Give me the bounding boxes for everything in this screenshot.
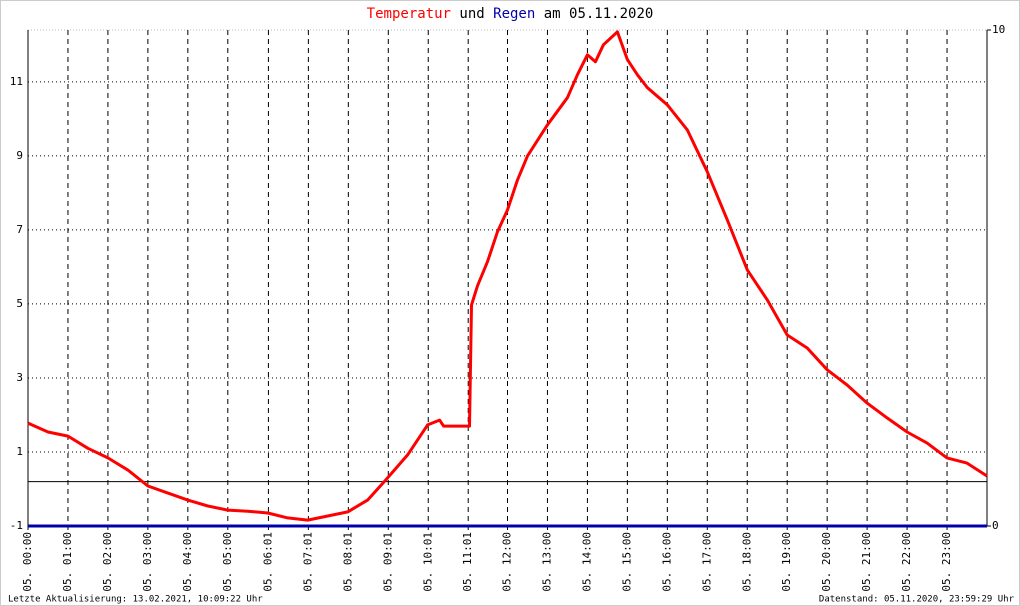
x-tick-label: 05. 23:00 bbox=[940, 532, 953, 592]
y2-tick-label: 10 bbox=[992, 23, 1005, 36]
x-tick-label: 05. 13:00 bbox=[540, 532, 553, 592]
footer-data-state: Datenstand: 05.11.2020, 23:59:29 Uhr bbox=[819, 595, 1015, 605]
x-tick-label: 05. 21:00 bbox=[860, 532, 873, 592]
title-date: am 05.11.2020 bbox=[544, 6, 654, 22]
x-tick-label: 05. 16:00 bbox=[660, 532, 673, 592]
x-tick-label: 05. 08:01 bbox=[341, 532, 354, 592]
footer-updated: Letzte Aktualisierung: 13.02.2021, 10:09… bbox=[8, 595, 263, 605]
series-line bbox=[27, 30, 988, 522]
y-tick-label: 5 bbox=[16, 297, 23, 310]
x-tick-label: 05. 05:00 bbox=[221, 532, 234, 592]
y-tick-label: 11 bbox=[10, 75, 23, 88]
x-tick-label: 05. 17:00 bbox=[700, 532, 713, 592]
y-tick-label: 9 bbox=[16, 149, 23, 162]
x-tick-label: 05. 00:00 bbox=[21, 532, 34, 592]
x-tick-label: 05. 03:00 bbox=[141, 532, 154, 592]
x-tick-label: 05. 04:00 bbox=[181, 532, 194, 592]
y-tick-label: 3 bbox=[16, 371, 23, 384]
x-tick-label: 05. 01:00 bbox=[61, 532, 74, 592]
x-tick-label: 05. 20:00 bbox=[820, 532, 833, 592]
chart-title: Temperatur und Regen am 05.11.2020 bbox=[367, 6, 654, 22]
x-tick-label: 05. 02:00 bbox=[101, 532, 114, 592]
x-tick-label: 05. 12:00 bbox=[501, 532, 514, 592]
x-tick-label: 05. 22:00 bbox=[900, 532, 913, 592]
x-tick-label: 05. 15:00 bbox=[620, 532, 633, 592]
title-und: und bbox=[459, 6, 484, 22]
y2-tick-label: 0 bbox=[992, 519, 999, 532]
x-tick-label: 05. 18:00 bbox=[740, 532, 753, 592]
x-tick-label: 05. 07:01 bbox=[301, 532, 314, 592]
y-tick-label: -1 bbox=[10, 519, 23, 532]
x-tick-label: 05. 19:00 bbox=[780, 532, 793, 592]
x-tick-label: 05. 10:01 bbox=[421, 532, 434, 592]
y-tick-label: 1 bbox=[16, 445, 23, 458]
title-rain: Regen bbox=[493, 6, 535, 22]
x-tick-label: 05. 06:01 bbox=[261, 532, 274, 592]
x-tick-label: 05. 11:01 bbox=[461, 532, 474, 592]
title-temperature: Temperatur bbox=[367, 6, 451, 22]
y-tick-label: 7 bbox=[16, 223, 23, 236]
x-tick-label: 05. 09:01 bbox=[381, 532, 394, 592]
x-tick-label: 05. 14:00 bbox=[580, 532, 593, 592]
